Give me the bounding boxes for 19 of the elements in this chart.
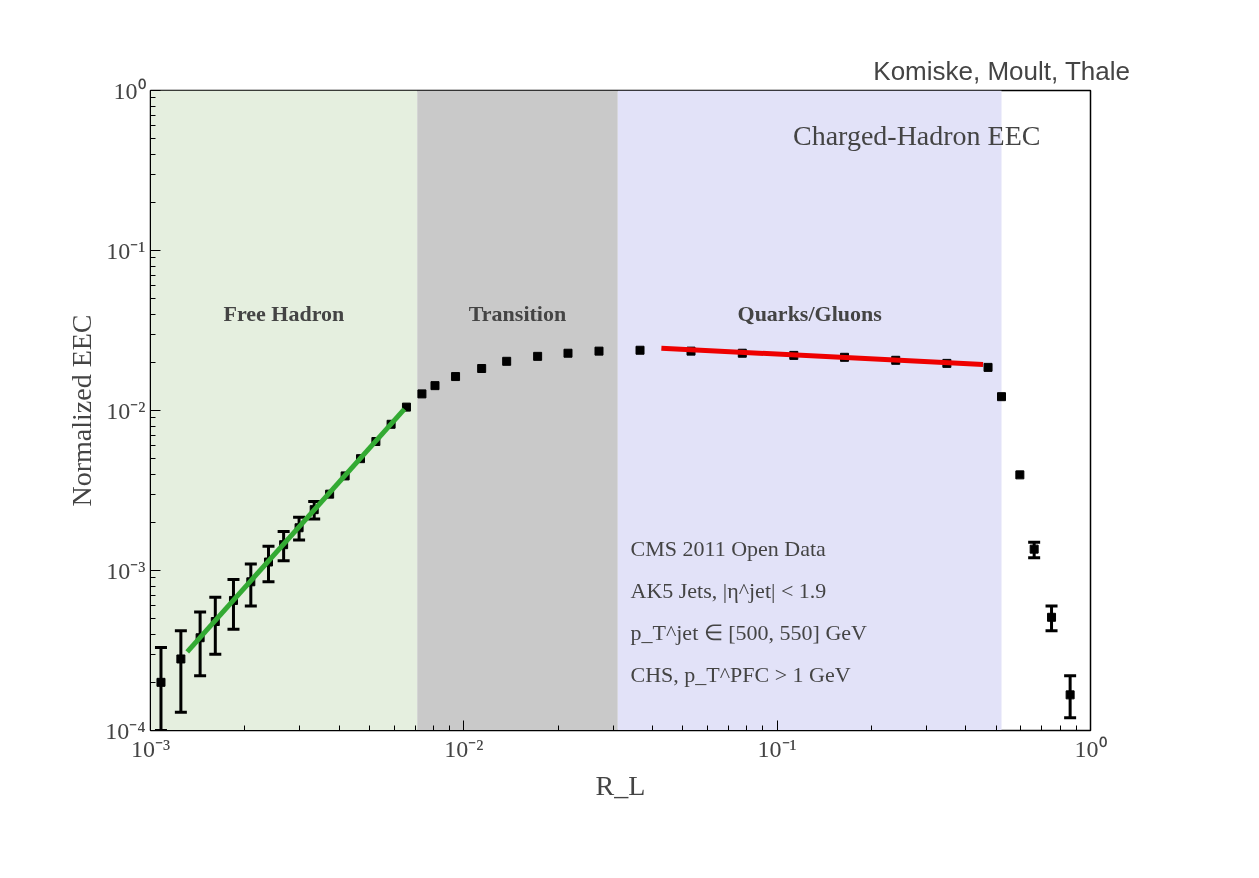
text: Komiske, Moult, Thale [873, 55, 1131, 86]
x-tick-label: 10⁻³ [130, 735, 171, 762]
x-tick-label: 10⁰ [1074, 735, 1107, 762]
x-axis-title: R_L [595, 769, 646, 801]
text: Charged-Hadron EEC [792, 119, 1041, 151]
x-tick-label: 10⁻¹ [757, 735, 797, 762]
y-tick-label: 10⁻² [106, 397, 146, 424]
y-axis-title: Normalized EEC [66, 314, 98, 507]
band-label: Transition [468, 300, 567, 326]
y-tick-label: 10⁻³ [106, 557, 146, 584]
annotation: CMS 2011 Open Data [630, 535, 827, 561]
y-tick-label: 10⁻¹ [106, 237, 146, 264]
x-tick-label: 10⁻² [444, 735, 484, 762]
y-tick-label: 10⁰ [113, 77, 146, 104]
annotation: p_T^jet ∈ [500, 550] GeV [630, 619, 868, 645]
band-label: Free Hadron [223, 300, 345, 326]
annotation: CHS, p_T^PFC > 1 GeV [630, 661, 851, 687]
annotation: AK5 Jets, |η^jet| < 1.9 [630, 577, 827, 603]
band-label: Quarks/Gluons [737, 300, 883, 326]
